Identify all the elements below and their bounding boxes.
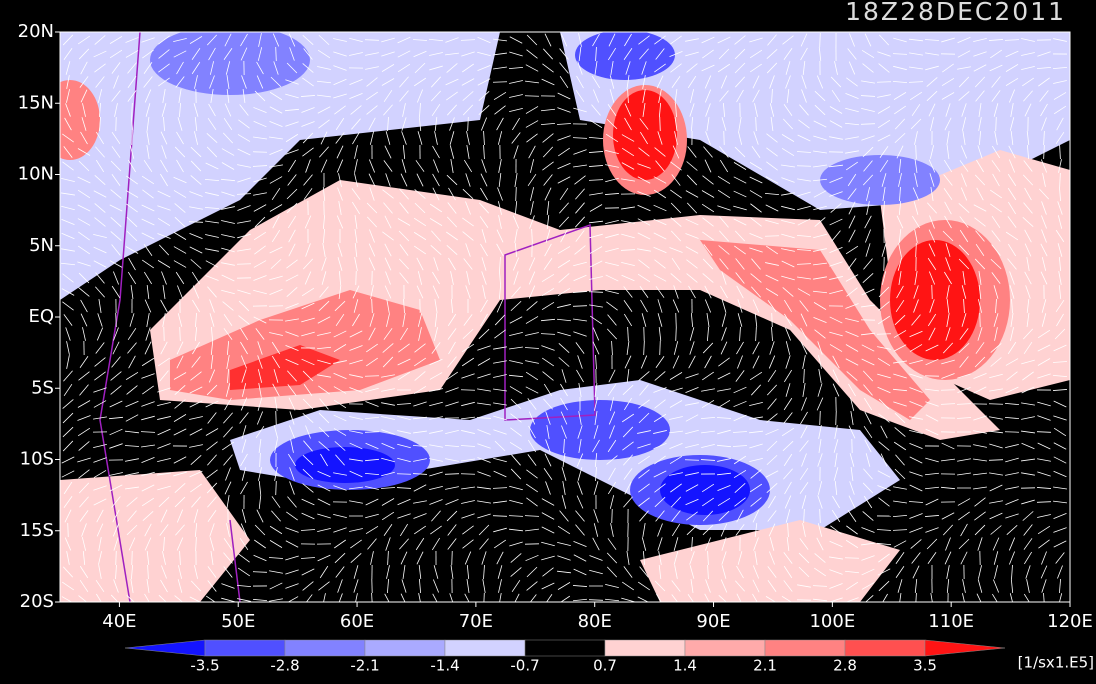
- wind-arrow: [660, 341, 661, 355]
- wind-arrow: [356, 271, 357, 285]
- wind-arrow: [724, 131, 725, 145]
- colorbar-segment: [445, 640, 525, 656]
- field-region: [890, 240, 980, 360]
- x-tick-label: 70E: [459, 611, 493, 632]
- colorbar-label: 0.7: [593, 657, 617, 675]
- wind-arrow: [612, 509, 613, 523]
- colorbar-label: 3.5: [913, 657, 937, 675]
- x-tick-label: 40E: [102, 611, 136, 632]
- colorbar-segment: [365, 640, 445, 656]
- colorbar-segment: [765, 640, 845, 656]
- colorbar-label: 2.8: [833, 657, 857, 675]
- colorbar-label: -1.4: [430, 657, 459, 675]
- field-region: [530, 400, 670, 460]
- y-tick-label: 10N: [18, 164, 54, 185]
- y-tick-label: 15N: [18, 92, 54, 113]
- x-tick-label: 50E: [221, 611, 255, 632]
- x-tick-label: 110E: [928, 611, 974, 632]
- wind-arrow: [845, 558, 859, 559]
- wind-arrow: [269, 306, 283, 307]
- colorbar-segment: [125, 640, 205, 656]
- colorbar-segment: [205, 640, 285, 656]
- wind-arrow: [676, 327, 677, 341]
- x-tick-label: 90E: [696, 611, 730, 632]
- wind-arrow: [276, 481, 277, 495]
- wind-arrow: [132, 131, 133, 145]
- x-tick-label: 80E: [578, 611, 612, 632]
- colorbar-label: -3.5: [190, 657, 219, 675]
- colorbar-label: 2.1: [753, 657, 777, 675]
- wind-arrow: [820, 411, 821, 425]
- wind-arrow: [116, 551, 117, 565]
- y-tick-label: 20S: [20, 591, 54, 612]
- wind-arrow: [660, 117, 661, 131]
- wind-arrow: [685, 460, 699, 461]
- wind-arrow: [772, 313, 773, 327]
- colorbar-segment: [685, 640, 765, 656]
- wind-arrow: [877, 334, 891, 335]
- colorbar-segment: [525, 640, 605, 656]
- field-region: [820, 155, 940, 205]
- wind-arrow: [836, 411, 837, 425]
- x-tick-label: 100E: [809, 611, 855, 632]
- field-region: [575, 30, 675, 80]
- colorbar-label: -2.8: [270, 657, 299, 675]
- y-tick-label: EQ: [28, 306, 54, 327]
- y-tick-label: 5N: [29, 235, 54, 256]
- wind-arrow: [877, 82, 891, 83]
- wind-arrow: [980, 313, 981, 327]
- colorbar-label: -2.1: [350, 657, 379, 675]
- colorbar-segment: [845, 640, 925, 656]
- wind-arrow: [461, 390, 475, 391]
- wind-arrow: [68, 523, 69, 537]
- colorbar-segment: [605, 640, 685, 656]
- colorbar-label: 1.4: [673, 657, 697, 675]
- title: 18Z28DEC2011: [845, 0, 1066, 26]
- x-tick-label: 60E: [340, 611, 374, 632]
- x-tick-label: 120E: [1047, 611, 1093, 632]
- y-tick-label: 10S: [20, 449, 54, 470]
- colorbar-unit: [1/sx1.E5]: [1018, 654, 1094, 672]
- colorbar-segment: [925, 640, 1005, 656]
- colorbar-label: -0.7: [510, 657, 539, 675]
- colorbar-segment: [285, 640, 365, 656]
- wind-arrow: [516, 187, 517, 201]
- wind-arrow: [461, 474, 475, 475]
- y-tick-label: 15S: [20, 520, 54, 541]
- y-tick-label: 5S: [31, 377, 54, 398]
- y-tick-label: 20N: [18, 21, 54, 42]
- field-region: [295, 447, 395, 483]
